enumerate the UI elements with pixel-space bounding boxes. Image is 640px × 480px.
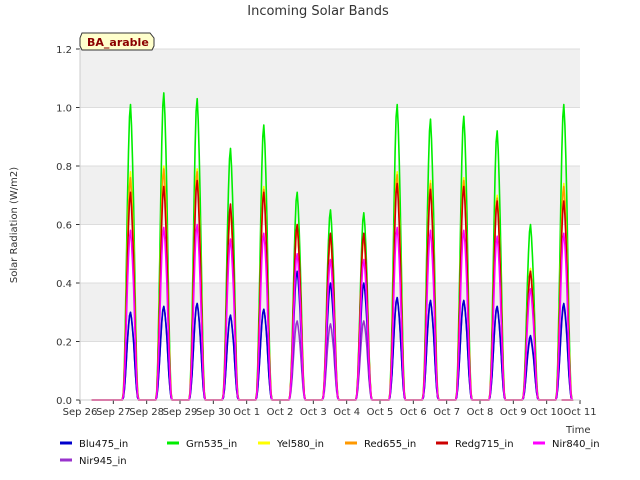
chart-title: Incoming Solar Bands: [247, 4, 389, 19]
legend-item-redg715_in: Redg715_in: [436, 439, 514, 450]
grid-band: [80, 49, 580, 108]
legend-label: Nir945_in: [79, 456, 127, 467]
x-tick-label: Oct 1: [233, 407, 260, 418]
x-tick-label: Oct 3: [300, 407, 327, 418]
x-tick-label: Sep 28: [129, 407, 164, 418]
legend-label: Nir840_in: [552, 439, 600, 450]
legend-label: Blu475_in: [79, 439, 128, 450]
legend-label: Redg715_in: [455, 439, 514, 450]
y-tick-label: 0.4: [56, 279, 72, 290]
legend-label: Yel580_in: [276, 439, 324, 450]
legend-item-nir840_in: Nir840_in: [533, 439, 600, 450]
badge-label: BA_arable: [87, 36, 149, 49]
x-tick-label: Oct 10: [530, 407, 563, 418]
y-tick-label: 0.8: [56, 162, 72, 173]
x-tick-label: Sep 30: [196, 407, 231, 418]
x-tick-label: Oct 5: [367, 407, 394, 418]
y-tick-label: 0.0: [56, 396, 72, 407]
y-tick-label: 1.0: [56, 104, 72, 115]
legend-label: Red655_in: [364, 439, 416, 450]
y-tick-label: 0.2: [56, 338, 72, 349]
x-tick-label: Oct 4: [333, 407, 360, 418]
legend-item-yel580_in: Yel580_in: [258, 439, 324, 450]
x-tick-label: Oct 9: [500, 407, 527, 418]
x-tick-label: Oct 6: [400, 407, 427, 418]
legend-label: Grn535_in: [186, 439, 237, 450]
x-tick-label: Sep 29: [163, 407, 198, 418]
legend-item-red655_in: Red655_in: [345, 439, 416, 450]
x-tick-label: Sep 27: [96, 407, 131, 418]
legend-item-grn535_in: Grn535_in: [167, 439, 237, 450]
legend-item-blu475_in: Blu475_in: [60, 439, 128, 450]
x-tick-label: Oct 7: [433, 407, 460, 418]
x-tick-label: Oct 8: [467, 407, 494, 418]
y-tick-label: 1.2: [56, 45, 72, 56]
badge: BA_arable: [79, 32, 155, 51]
y-tick-label: 0.6: [56, 221, 72, 232]
x-tick-label: Oct 11: [563, 407, 596, 418]
x-tick-label: Oct 2: [267, 407, 294, 418]
y-axis-label: Solar Radiation (W/m2): [9, 167, 20, 283]
legend-item-nir945_in: Nir945_in: [60, 456, 127, 467]
x-tick-label: Sep 26: [63, 407, 98, 418]
x-axis-label: Time: [565, 425, 590, 436]
